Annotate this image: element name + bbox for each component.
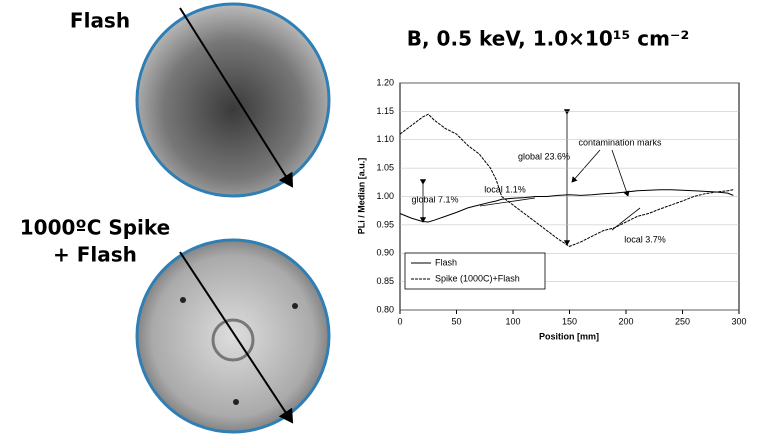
spot bbox=[180, 297, 186, 303]
y-tick-label: 0.80 bbox=[376, 304, 394, 314]
y-tick-label: 1.20 bbox=[376, 77, 394, 87]
y-tick-label: 1.10 bbox=[376, 134, 394, 144]
scan-arrow bbox=[179, 7, 294, 188]
annotation: local 3.7% bbox=[624, 234, 666, 244]
x-tick-label: 0 bbox=[397, 316, 402, 326]
annotation: contamination marks bbox=[578, 137, 662, 147]
spot bbox=[292, 303, 298, 309]
label: 1000ºC Spike bbox=[20, 216, 171, 240]
x-axis-label: Position [mm] bbox=[539, 331, 599, 341]
y-tick-label: 0.90 bbox=[376, 248, 394, 258]
annotation: global 7.1% bbox=[411, 194, 458, 204]
y-tick-label: 1.05 bbox=[376, 163, 394, 173]
label: Flash bbox=[70, 9, 130, 33]
legend-box bbox=[404, 252, 546, 290]
series-line bbox=[399, 189, 734, 223]
x-tick-label: 150 bbox=[562, 316, 577, 326]
legend-label: Flash bbox=[435, 257, 457, 267]
ring-mark bbox=[211, 318, 255, 362]
chart-title: B, 0.5 keV, 1.0×10¹⁵ cm⁻² bbox=[407, 27, 690, 51]
wafer-spike bbox=[135, 238, 331, 434]
x-tick-label: 250 bbox=[675, 316, 690, 326]
annotation: global 23.6% bbox=[518, 151, 570, 161]
wafer-flash bbox=[135, 2, 331, 198]
spot bbox=[233, 399, 239, 405]
x-tick-label: 200 bbox=[618, 316, 633, 326]
y-tick-label: 1.15 bbox=[376, 106, 394, 116]
x-tick-label: 50 bbox=[451, 316, 461, 326]
y-tick-label: 0.85 bbox=[376, 276, 394, 286]
label: + Flash bbox=[53, 243, 137, 267]
y-tick-label: 1.00 bbox=[376, 191, 394, 201]
legend-label: Spike (1000C)+Flash bbox=[435, 273, 520, 283]
scan-arrow bbox=[179, 251, 294, 424]
y-axis-label: PLi / Median [a.u.] bbox=[356, 158, 366, 235]
y-tick-label: 0.95 bbox=[376, 219, 394, 229]
x-tick-label: 300 bbox=[731, 316, 746, 326]
series-line bbox=[399, 113, 734, 247]
annotation: local 1.1% bbox=[484, 184, 526, 194]
x-tick-label: 100 bbox=[505, 316, 520, 326]
